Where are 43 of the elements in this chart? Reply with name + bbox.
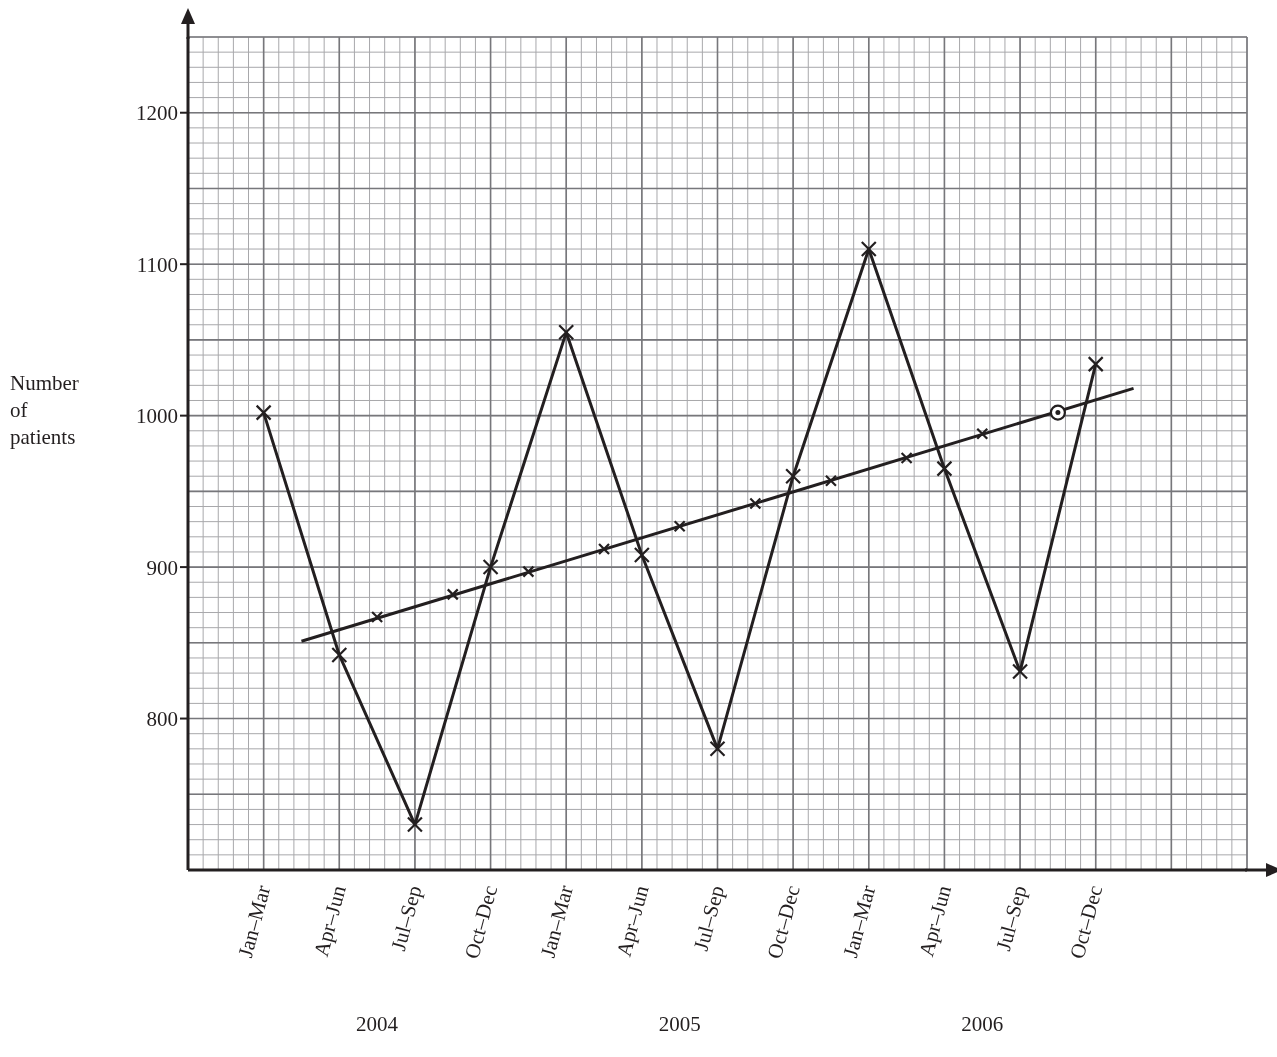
point	[900, 451, 913, 465]
point	[255, 404, 272, 421]
x-tick-label: Jul–Sep	[688, 882, 730, 954]
x-tick-label: Apr–Jun	[611, 882, 654, 959]
x-tick-label: Jan–Mar	[233, 882, 276, 961]
point	[1011, 663, 1029, 680]
y-tick-label: 800	[146, 707, 178, 731]
y-axis-title: Number of patients	[10, 370, 80, 451]
point	[371, 610, 384, 624]
point	[446, 588, 459, 601]
x-tick-label: Oct–Dec	[1064, 882, 1108, 962]
x-tick-label: Oct–Dec	[762, 882, 805, 962]
point	[860, 240, 877, 258]
y-tick-label: 1000	[136, 404, 178, 429]
point	[785, 468, 802, 485]
point	[558, 324, 575, 341]
y-tick-label: 1200	[136, 101, 178, 126]
point	[482, 558, 499, 576]
x-tick-label: Jul–Sep	[991, 882, 1032, 954]
point	[633, 546, 650, 564]
point	[331, 646, 348, 664]
text: 2006	[960, 1012, 1005, 1037]
point	[976, 427, 989, 440]
point	[936, 460, 953, 477]
point	[673, 520, 686, 533]
x-tick-label: Jan–Mar	[535, 882, 578, 961]
x-tick-label: Oct–Dec	[459, 882, 503, 962]
text: 2004	[355, 1012, 400, 1037]
point	[1087, 356, 1104, 373]
x-tick-label: Jul–Sep	[386, 882, 427, 954]
point	[1049, 404, 1066, 421]
x-tick-label: Apr–Jun	[914, 882, 957, 959]
point	[749, 497, 762, 510]
x-tick-label: Jan–Mar	[838, 882, 881, 961]
point	[597, 542, 611, 556]
point	[709, 740, 726, 757]
text: 2005	[657, 1012, 702, 1037]
y-tick-label: 1100	[136, 252, 178, 277]
x-tick-label: Apr–Jun	[308, 882, 351, 959]
y-tick-label: 900	[146, 555, 178, 580]
point	[522, 565, 535, 578]
point	[824, 474, 838, 487]
point	[406, 816, 424, 833]
